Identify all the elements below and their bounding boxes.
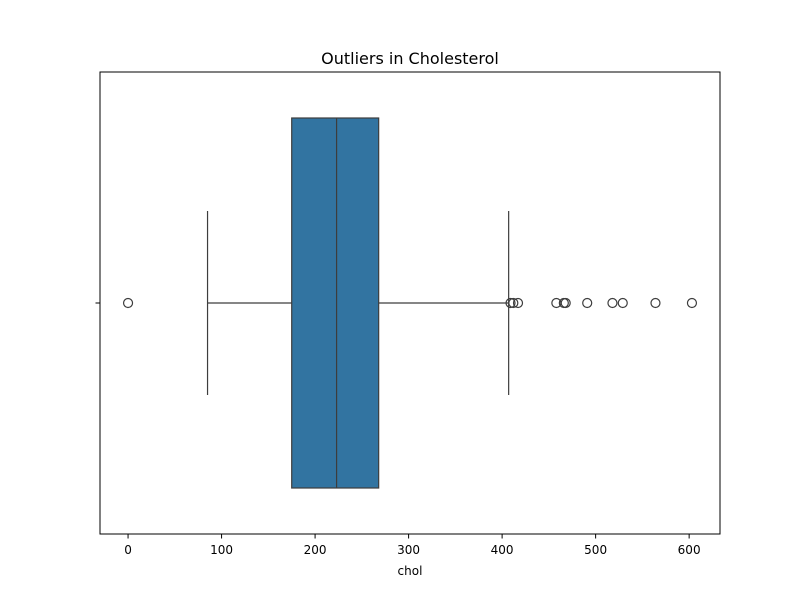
plot-area <box>124 118 697 488</box>
x-tick-label: 0 <box>124 543 132 557</box>
outlier-point <box>687 299 696 308</box>
x-axis: 0 100 200 300 400 500 600 <box>124 534 700 557</box>
outlier-point <box>583 299 592 308</box>
x-tick-label: 300 <box>397 543 420 557</box>
x-tick-label: 400 <box>491 543 514 557</box>
outlier-point <box>608 299 617 308</box>
outlier-point <box>124 299 133 308</box>
chart-title: Outliers in Cholesterol <box>321 49 499 68</box>
outlier-point <box>618 299 627 308</box>
x-tick-label: 600 <box>678 543 701 557</box>
x-tick-label: 100 <box>210 543 233 557</box>
outlier-point <box>651 299 660 308</box>
x-tick-label: 200 <box>304 543 327 557</box>
iqr-box <box>292 118 379 488</box>
x-axis-label: chol <box>398 564 423 578</box>
x-tick-label: 500 <box>584 543 607 557</box>
